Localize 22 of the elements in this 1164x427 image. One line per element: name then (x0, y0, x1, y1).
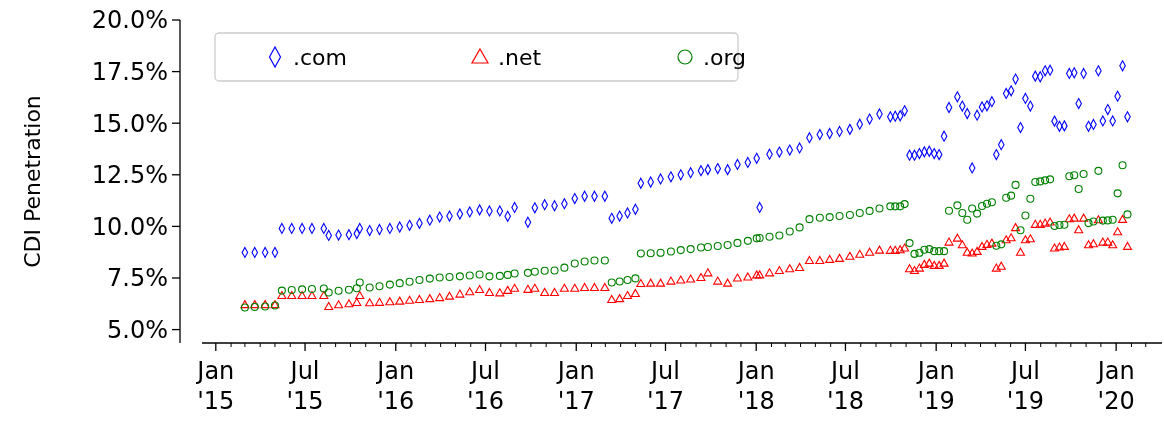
y-tick-label: 17.5% (91, 58, 168, 86)
y-tick-label: 20.0% (91, 6, 168, 35)
y-axis-title: CDI Penetration (20, 95, 45, 268)
x-tick-label: Jul '19 (1006, 357, 1044, 415)
x-tick-label: Jan '18 (735, 357, 775, 415)
x-tick-label: Jan '15 (195, 357, 235, 415)
legend-label: .com (293, 44, 347, 70)
y-tick-label: 12.5% (91, 161, 168, 190)
x-tick-label: Jul '16 (466, 357, 505, 415)
x-tick-label: Jan '20 (1095, 357, 1135, 415)
x-tick-label: Jan '17 (555, 357, 595, 415)
y-tick-label: 15.0% (91, 109, 168, 138)
y-tick-label: 5.0% (107, 315, 168, 344)
y-tick-label: 7.5% (107, 264, 168, 293)
x-tick-label: Jul '15 (286, 357, 324, 415)
legend-label: .net (498, 44, 542, 70)
x-tick-label: Jan '19 (915, 357, 955, 415)
x-tick-label: Jul '17 (646, 357, 685, 415)
y-tick-label: 10.0% (91, 212, 168, 241)
x-tick-label: Jan '16 (375, 357, 415, 415)
legend-label: .org (703, 44, 747, 70)
x-tick-label: Jul '18 (826, 357, 865, 415)
